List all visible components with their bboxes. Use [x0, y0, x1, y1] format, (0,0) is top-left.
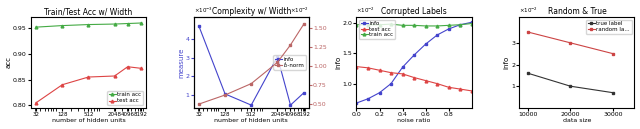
true label: (1e+04, 0.016): (1e+04, 0.016) — [524, 72, 532, 74]
train acc — [376, 24, 383, 26]
info — [353, 102, 360, 104]
random la... — [524, 31, 532, 33]
test acc — [84, 76, 92, 78]
ℓ₂-norm — [273, 62, 281, 63]
train acc — [387, 23, 395, 25]
test acc — [364, 67, 372, 69]
Title: Complexity w/ Width: Complexity w/ Width — [212, 7, 291, 16]
info — [445, 28, 452, 30]
info — [273, 56, 281, 58]
X-axis label: number of hidden units: number of hidden units — [52, 118, 125, 123]
true label: (3e+04, 0.007): (3e+04, 0.007) — [609, 92, 617, 94]
test acc — [422, 80, 429, 81]
train acc — [468, 23, 476, 24]
train acc — [137, 22, 145, 24]
train acc — [32, 26, 40, 28]
Y-axis label: measure: measure — [178, 47, 184, 78]
Text: $\times10^{-2}$: $\times10^{-2}$ — [290, 6, 309, 15]
Text: $\times10^{-2}$: $\times10^{-2}$ — [356, 6, 376, 15]
info — [410, 54, 418, 56]
ℓ₂-norm — [248, 83, 255, 84]
ℓ₂-norm — [287, 44, 294, 46]
info — [468, 22, 476, 23]
test acc — [456, 88, 464, 90]
random la... — [566, 42, 574, 44]
train acc — [124, 23, 131, 24]
X-axis label: noise ratio: noise ratio — [397, 118, 431, 123]
info — [300, 92, 307, 94]
Line: random la...: random la... — [527, 31, 614, 55]
train acc — [111, 23, 118, 25]
random la... — [609, 53, 617, 54]
Line: train acc: train acc — [355, 22, 473, 27]
test acc — [137, 67, 145, 69]
Legend: info, test acc, train acc: info, test acc, train acc — [359, 20, 395, 39]
Line: test acc: test acc — [355, 65, 473, 92]
Line: ℓ₂-norm: ℓ₂-norm — [198, 23, 305, 106]
Legend: train acc, test acc: train acc, test acc — [108, 91, 143, 105]
Line: test acc: test acc — [35, 65, 142, 104]
info — [248, 104, 255, 106]
info — [433, 34, 441, 36]
test acc — [445, 86, 452, 88]
info — [456, 24, 464, 26]
train acc — [399, 25, 406, 26]
info — [287, 104, 294, 106]
train acc — [422, 25, 429, 27]
Line: train acc: train acc — [35, 22, 142, 29]
train acc — [410, 25, 418, 26]
test acc — [410, 77, 418, 78]
Legend: true label, random la...: true label, random la... — [586, 20, 632, 34]
Legend: info, ℓ₂-norm: info, ℓ₂-norm — [273, 55, 306, 70]
test acc — [111, 75, 118, 77]
true label: (2e+04, 0.01): (2e+04, 0.01) — [566, 85, 574, 87]
train acc — [456, 24, 464, 26]
ℓ₂-norm — [195, 103, 203, 105]
info — [376, 92, 383, 94]
info — [387, 83, 395, 84]
X-axis label: data size: data size — [563, 118, 591, 123]
test acc — [353, 66, 360, 67]
info — [364, 98, 372, 100]
ℓ₂-norm — [300, 24, 307, 25]
info — [422, 43, 429, 45]
Line: true label: true label — [527, 72, 614, 94]
test acc — [376, 70, 383, 71]
test acc — [399, 73, 406, 75]
train acc — [433, 25, 441, 27]
Text: $\times10^{-3}$: $\times10^{-3}$ — [194, 6, 212, 15]
Text: $\times10^{-2}$: $\times10^{-2}$ — [519, 6, 538, 15]
Y-axis label: acc: acc — [6, 56, 12, 68]
X-axis label: number of hidden units: number of hidden units — [214, 118, 288, 123]
info — [195, 25, 203, 27]
Line: info: info — [198, 25, 305, 107]
Y-axis label: info: info — [335, 56, 341, 69]
test acc — [387, 72, 395, 73]
info — [399, 66, 406, 68]
Title: Corrupted Labels: Corrupted Labels — [381, 7, 447, 16]
info — [221, 93, 229, 95]
Line: info: info — [355, 21, 473, 104]
test acc — [433, 83, 441, 84]
train acc — [58, 25, 66, 26]
train acc — [445, 25, 452, 26]
train acc — [84, 24, 92, 25]
ℓ₂-norm — [221, 94, 229, 96]
test acc — [124, 66, 131, 67]
test acc — [58, 84, 66, 86]
test acc — [32, 102, 40, 103]
train acc — [364, 24, 372, 26]
Title: Train/Test Acc w/ Width: Train/Test Acc w/ Width — [44, 7, 132, 16]
Title: Random & True: Random & True — [547, 7, 606, 16]
train acc — [353, 24, 360, 26]
test acc — [468, 90, 476, 92]
Y-axis label: info: info — [504, 56, 509, 69]
